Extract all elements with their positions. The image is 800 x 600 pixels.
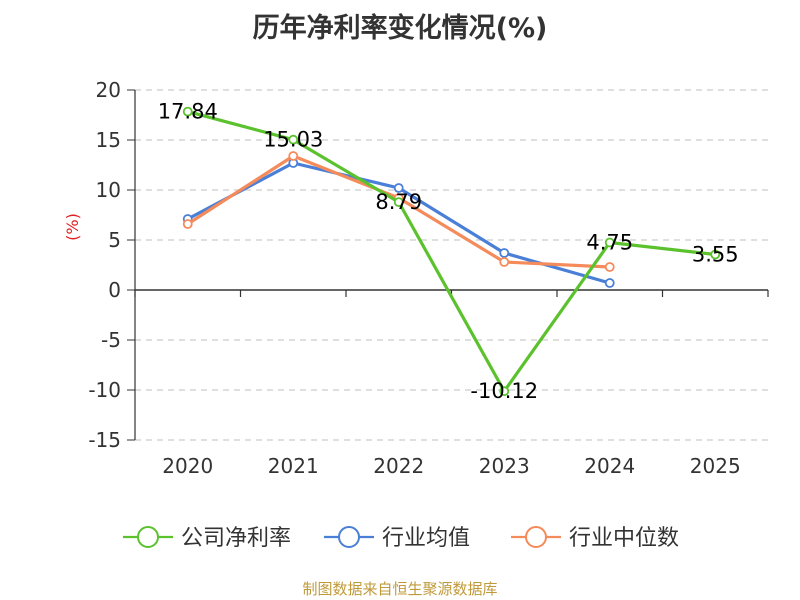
legend-marker bbox=[137, 526, 159, 548]
y-tick-label: -15 bbox=[88, 428, 121, 452]
data-point bbox=[604, 237, 615, 248]
y-tick-label: 5 bbox=[108, 228, 121, 252]
y-axis-label: (%) bbox=[63, 213, 82, 241]
legend-label: 行业中位数 bbox=[569, 526, 679, 551]
data-label: 15.03 bbox=[263, 128, 323, 152]
chart-title: 历年净利率变化情况(%) bbox=[252, 13, 548, 44]
data-label: 8.79 bbox=[375, 190, 422, 214]
x-tick-label: 2020 bbox=[162, 454, 213, 478]
legend-marker bbox=[338, 526, 360, 548]
x-tick-label: 2021 bbox=[268, 454, 319, 478]
data-point bbox=[499, 257, 510, 267]
data-point bbox=[604, 278, 615, 288]
x-tick-label: 2025 bbox=[690, 454, 741, 478]
data-label: -10.12 bbox=[470, 379, 538, 403]
data-point bbox=[499, 386, 510, 397]
y-tick-label: -5 bbox=[101, 328, 121, 352]
y-tick-label: 10 bbox=[96, 178, 121, 202]
data-point bbox=[604, 262, 615, 272]
series-lines bbox=[182, 106, 721, 397]
legend: 公司净利率 行业均值 行业中位数 bbox=[123, 526, 679, 551]
data-label: 3.55 bbox=[692, 243, 739, 267]
data-point bbox=[499, 248, 510, 258]
y-tick-label: 0 bbox=[108, 278, 121, 302]
data-point bbox=[182, 219, 193, 229]
y-tick-label: -10 bbox=[88, 378, 121, 402]
x-tick-label: 2023 bbox=[479, 454, 530, 478]
data-point bbox=[393, 183, 404, 193]
data-point bbox=[288, 151, 299, 161]
x-tick-label: 2024 bbox=[584, 454, 635, 478]
source-note: 制图数据来自恒生聚源数据库 bbox=[302, 580, 498, 598]
x-tick-label: 2022 bbox=[373, 454, 424, 478]
legend-label: 行业均值 bbox=[382, 526, 470, 551]
data-label: 4.75 bbox=[586, 231, 633, 255]
data-labels: 17.84 15.03 8.79 -10.12 4.75 3.55 bbox=[158, 100, 739, 404]
axes: -15 -10 -5 0 5 10 15 20 (%) 2020 2021 2022 2023 2024 2… bbox=[63, 78, 769, 478]
y-tick-label: 20 bbox=[96, 78, 121, 102]
data-point bbox=[288, 134, 299, 145]
legend-label: 公司净利率 bbox=[181, 526, 291, 551]
legend-marker bbox=[525, 526, 547, 548]
series-line bbox=[187, 110, 716, 393]
data-point bbox=[710, 249, 721, 260]
data-point bbox=[182, 106, 193, 117]
grid-lines bbox=[135, 89, 768, 441]
data-label: 17.84 bbox=[158, 100, 218, 124]
data-point bbox=[393, 197, 404, 208]
y-tick-label: 15 bbox=[96, 128, 121, 152]
